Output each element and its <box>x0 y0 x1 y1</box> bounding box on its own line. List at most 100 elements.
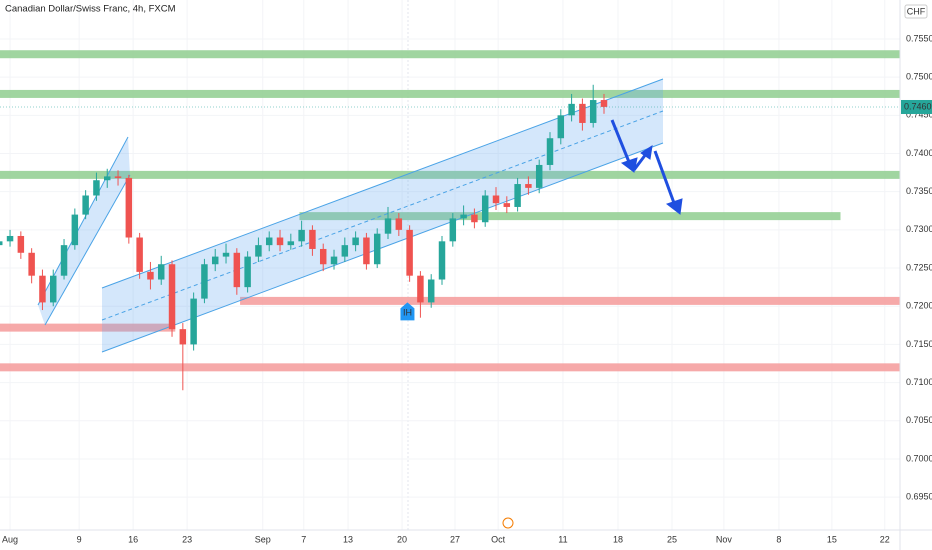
candle-body <box>211 256 219 265</box>
candle-body <box>460 214 467 219</box>
annotation-label: IH <box>403 308 412 318</box>
candle-body <box>190 298 197 345</box>
candle-body <box>471 214 478 223</box>
candle-body <box>309 229 316 249</box>
channel-line <box>44 174 131 326</box>
candle-body <box>157 264 165 280</box>
candle-body <box>6 235 14 242</box>
level-zone <box>0 323 176 332</box>
level-zone <box>0 89 900 98</box>
arrow <box>610 119 631 163</box>
y-tick-label: 0.69500 <box>906 492 932 502</box>
candle-body <box>103 176 111 181</box>
candle-body <box>395 218 403 230</box>
level-zone <box>240 296 900 305</box>
x-tick-label: 8 <box>776 534 781 544</box>
level-zone <box>299 212 841 221</box>
candle-body <box>179 329 187 345</box>
candle-body <box>427 279 435 303</box>
candle-body <box>82 195 89 215</box>
levels <box>0 0 900 530</box>
candle-body <box>255 245 262 257</box>
candle-body <box>546 138 554 165</box>
candle-body <box>535 164 543 188</box>
candle-body <box>363 237 370 265</box>
candle-body <box>373 233 381 265</box>
candle-body <box>525 184 532 188</box>
candle-body <box>265 237 273 246</box>
x-tick-label: Aug <box>2 534 18 544</box>
candle-body <box>50 275 57 303</box>
arrow <box>632 153 648 171</box>
candle-body <box>0 241 3 246</box>
candle-body <box>406 229 413 276</box>
candle-body <box>503 203 511 207</box>
candle-body <box>71 214 79 246</box>
candle-body <box>449 218 457 242</box>
last-price-label: 0.74609 <box>904 101 932 111</box>
level-zone <box>0 50 900 59</box>
candle-body <box>60 245 68 276</box>
candle-body <box>579 103 586 123</box>
candles <box>0 84 608 391</box>
x-tick-label: 11 <box>558 534 567 544</box>
candle-body <box>384 218 392 234</box>
candle-body <box>233 252 241 288</box>
channel-fill <box>102 79 663 352</box>
candle-body <box>287 241 295 246</box>
x-tick-label: 13 <box>343 534 353 544</box>
candle-body <box>244 256 251 288</box>
candle-body <box>276 237 284 246</box>
candle-body <box>319 248 327 265</box>
candle-body <box>481 195 489 223</box>
candle-body <box>330 256 338 265</box>
currency: CHF <box>907 6 926 16</box>
candle-body <box>600 100 608 107</box>
x-tick-label: 9 <box>77 534 82 544</box>
x-tick-label: 22 <box>880 534 890 544</box>
candle-body <box>222 252 230 257</box>
candle-body <box>136 237 143 272</box>
x-tick-label: 18 <box>613 534 623 544</box>
last-price-box <box>901 99 932 114</box>
candle-body <box>168 264 176 330</box>
x-tick-label: 25 <box>667 534 677 544</box>
x-tick-label: 27 <box>450 534 460 544</box>
x-tick-label: 15 <box>827 534 837 544</box>
candle-body <box>557 115 565 139</box>
arrow-head <box>665 198 683 215</box>
level-zone <box>0 363 900 372</box>
candle-body <box>17 235 25 253</box>
x-tick-label: Sep <box>255 534 271 544</box>
candle-body <box>39 275 46 303</box>
candle-body <box>201 264 208 299</box>
arrows <box>610 119 683 215</box>
candle-body <box>147 271 154 280</box>
candle-body <box>298 229 305 242</box>
annotation-marker <box>400 302 415 321</box>
candle-body <box>125 177 133 238</box>
x-tick-label: 16 <box>128 534 138 544</box>
candle-body <box>352 237 359 246</box>
level-zone <box>0 170 900 179</box>
x-tick-label: 7 <box>301 534 306 544</box>
arrow <box>653 150 676 204</box>
channel-mid <box>101 110 664 321</box>
arrow-head <box>640 144 653 160</box>
candle-body <box>417 275 424 303</box>
currency-box <box>904 4 928 19</box>
price-axis <box>900 0 932 550</box>
